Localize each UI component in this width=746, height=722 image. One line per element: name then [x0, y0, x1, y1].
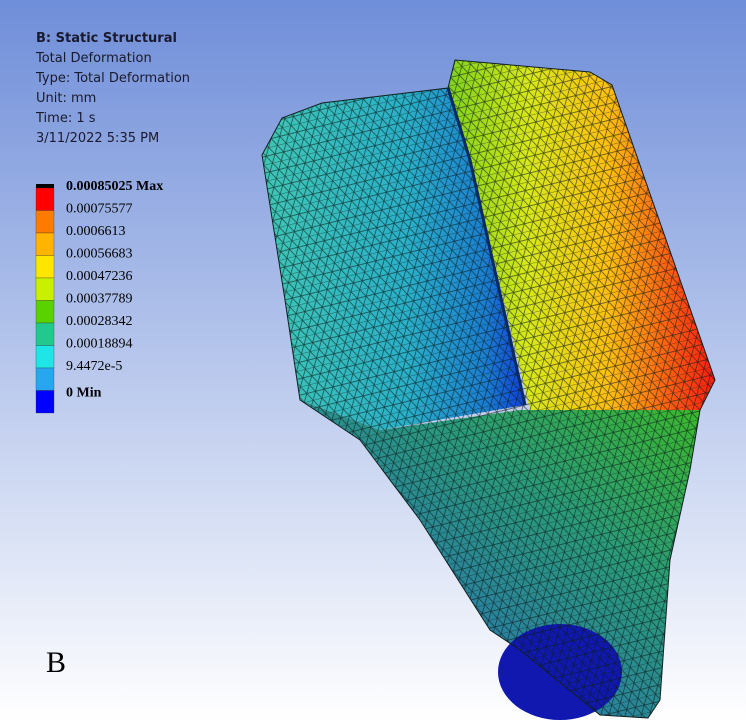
info-line: Time: 1 s — [35, 111, 96, 126]
legend-max-bar — [36, 184, 54, 188]
legend-swatch — [36, 211, 54, 234]
info-line: 3/11/2022 5:35 PM — [36, 131, 159, 146]
legend-label: 0.00075577 — [66, 202, 133, 217]
legend-label: 0 Min — [66, 386, 102, 401]
legend-swatch — [36, 278, 54, 301]
legend-swatch — [36, 391, 54, 414]
legend-swatch — [36, 233, 54, 256]
info-line: Unit: mm — [36, 91, 96, 106]
viewport: B: Static Structural Total Deformation Ty… — [0, 0, 746, 722]
legend-swatch — [36, 368, 54, 391]
legend-label: 0.00028342 — [66, 314, 133, 329]
page: B: Static Structural Total Deformation Ty… — [0, 0, 746, 722]
legend-label: 0.00037789 — [66, 292, 133, 307]
legend-label: 0.00018894 — [66, 337, 133, 352]
title: B: Static Structural — [36, 31, 177, 46]
legend-label: 0.00056683 — [66, 247, 133, 262]
legend-label: 9.4472e-5 — [66, 359, 122, 374]
view-label: B — [46, 646, 66, 679]
legend-label: 0.0006613 — [66, 224, 126, 239]
legend-swatch — [36, 256, 54, 279]
info-line: Type: Total Deformation — [35, 71, 190, 86]
info-line: Total Deformation — [35, 51, 152, 66]
legend-swatch — [36, 346, 54, 369]
legend-swatch — [36, 188, 54, 211]
legend-label: 0.00085025 Max — [66, 179, 163, 194]
legend-swatch — [36, 301, 54, 324]
legend-swatch — [36, 323, 54, 346]
legend-label: 0.00047236 — [66, 269, 133, 284]
